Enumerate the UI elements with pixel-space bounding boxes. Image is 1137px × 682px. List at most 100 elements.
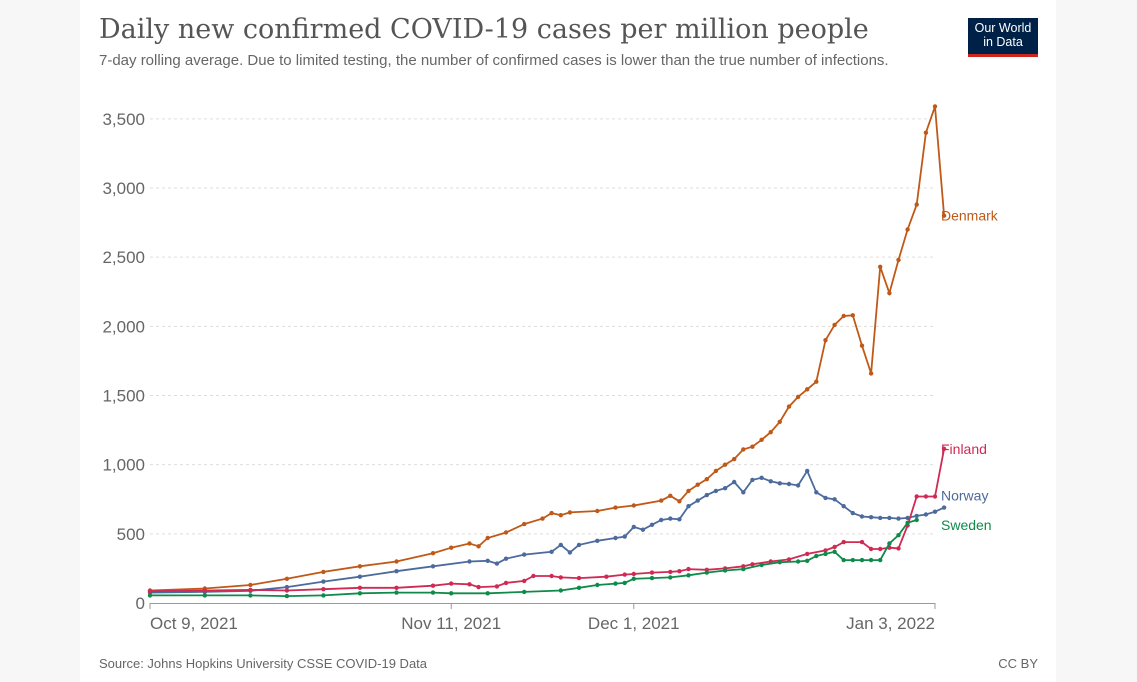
data-point xyxy=(558,588,563,593)
x-tick-label: Jan 3, 2022 xyxy=(846,614,935,633)
data-point xyxy=(631,571,636,577)
data-point xyxy=(859,343,865,348)
data-point xyxy=(932,104,938,109)
data-point xyxy=(576,585,582,590)
data-point xyxy=(248,593,253,598)
series-line-norway xyxy=(149,468,945,594)
data-point xyxy=(841,313,846,319)
data-point xyxy=(613,535,618,541)
data-point xyxy=(777,481,782,486)
x-tick-label: Dec 1, 2021 xyxy=(588,614,680,633)
data-point xyxy=(640,527,646,532)
source-note: Source: Johns Hopkins University CSSE CO… xyxy=(99,656,428,671)
data-point xyxy=(549,549,554,554)
data-point xyxy=(695,498,700,503)
data-point xyxy=(713,468,719,474)
data-point xyxy=(549,573,554,579)
data-point xyxy=(522,552,527,557)
series-layer xyxy=(147,104,947,599)
data-point xyxy=(823,548,828,553)
data-point xyxy=(841,504,846,509)
data-point xyxy=(732,456,737,462)
data-point xyxy=(540,516,545,521)
data-point xyxy=(677,569,682,574)
data-point xyxy=(841,539,846,545)
data-point xyxy=(850,557,855,563)
data-point xyxy=(777,560,782,565)
data-point xyxy=(923,512,929,517)
data-point xyxy=(795,483,801,488)
series-line-finland xyxy=(149,448,945,593)
series-label-finland: Finland xyxy=(941,441,987,457)
y-tick-label: 3,000 xyxy=(102,179,145,198)
y-tick-label: 2,500 xyxy=(102,248,145,267)
data-point xyxy=(704,477,709,482)
data-point xyxy=(248,587,253,593)
data-point xyxy=(284,584,290,590)
logo-line-2: in Data xyxy=(983,35,1023,49)
grid-lines xyxy=(150,118,935,535)
data-point xyxy=(832,549,837,554)
data-point xyxy=(750,477,755,483)
data-point xyxy=(832,497,837,502)
data-point xyxy=(147,589,153,594)
y-tick-label: 1,500 xyxy=(102,387,145,406)
data-point xyxy=(494,584,500,589)
data-point xyxy=(896,257,901,263)
series-norway xyxy=(147,468,947,595)
data-point xyxy=(896,546,901,551)
logo-line-1: Our World xyxy=(974,21,1032,35)
series-finland xyxy=(147,446,947,594)
data-point xyxy=(649,575,655,581)
license-link[interactable]: CC BY xyxy=(998,656,1038,671)
data-point xyxy=(887,541,892,546)
data-point xyxy=(777,419,782,424)
data-point xyxy=(394,559,399,564)
y-axis: 0 500 1,000 1,500 2,000 2,500 3,000 3,500 xyxy=(102,110,145,613)
data-point xyxy=(741,490,746,495)
data-point xyxy=(741,566,746,572)
data-point xyxy=(558,575,563,580)
y-tick-label: 500 xyxy=(117,525,145,544)
data-point xyxy=(202,588,207,593)
owid-logo[interactable]: Our World in Data xyxy=(968,18,1038,57)
data-point xyxy=(503,580,509,586)
data-point xyxy=(768,479,773,484)
data-point xyxy=(604,574,609,579)
data-point xyxy=(722,568,728,573)
data-point xyxy=(476,544,481,549)
data-point xyxy=(567,550,573,555)
data-point xyxy=(704,492,709,498)
data-point xyxy=(941,505,947,510)
data-point xyxy=(704,570,709,575)
data-point xyxy=(485,591,490,596)
data-point xyxy=(878,546,883,552)
data-point xyxy=(905,520,910,525)
series-line-denmark xyxy=(149,106,945,592)
data-point xyxy=(850,510,855,516)
data-point xyxy=(887,290,892,296)
data-point xyxy=(595,538,600,543)
data-point xyxy=(759,437,764,442)
data-point xyxy=(713,488,719,494)
data-point xyxy=(668,493,673,498)
data-point xyxy=(467,541,472,546)
data-point xyxy=(759,562,764,568)
data-point xyxy=(768,430,773,435)
data-point xyxy=(394,590,399,595)
y-tick-label: 1,000 xyxy=(102,456,145,475)
data-point xyxy=(567,510,573,515)
data-point xyxy=(659,517,664,523)
data-point xyxy=(896,516,901,521)
data-point xyxy=(932,509,938,514)
data-point xyxy=(485,558,490,563)
data-point xyxy=(357,564,363,569)
data-point xyxy=(750,562,755,567)
data-point xyxy=(449,545,454,550)
data-point xyxy=(905,227,910,232)
data-point xyxy=(430,564,436,569)
data-point xyxy=(741,447,746,452)
y-tick-label: 2,000 xyxy=(102,317,145,336)
data-point xyxy=(814,490,819,495)
data-point xyxy=(686,488,691,494)
